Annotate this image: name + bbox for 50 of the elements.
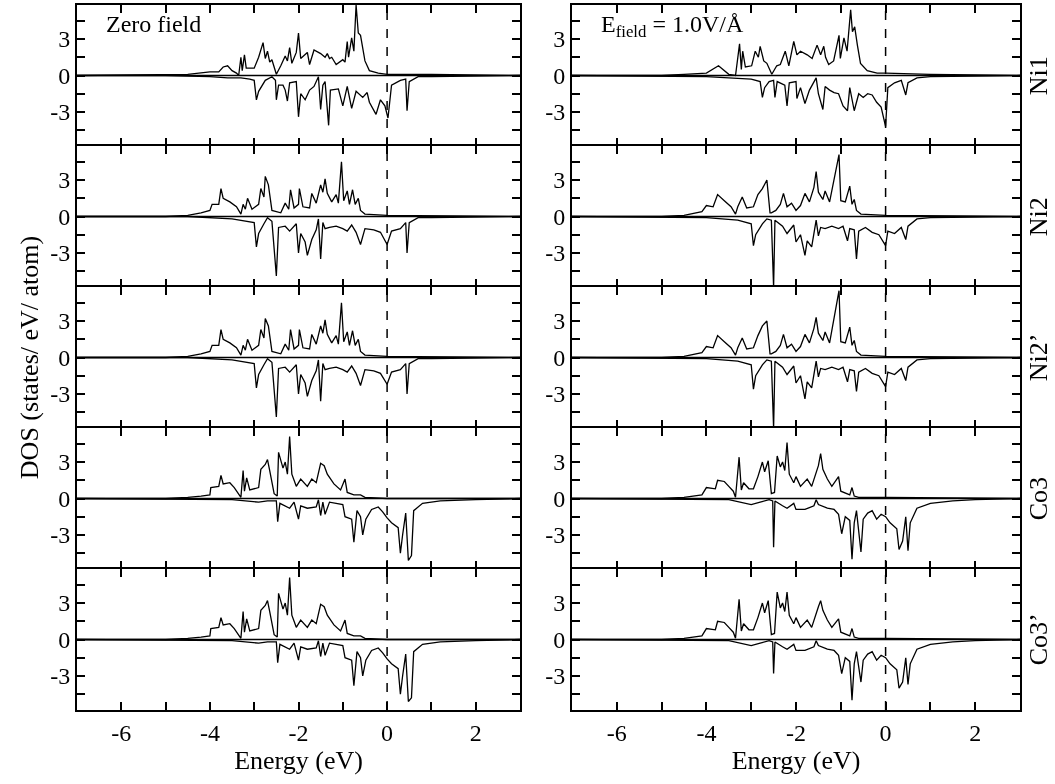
x-tick-label: -2 [288,719,309,746]
x-tick-label: 2 [969,719,982,746]
x-tick-label: -6 [111,719,132,746]
y-tick-label: -3 [545,99,566,126]
y-tick-label: 3 [553,308,566,335]
y-tick-label: 0 [553,344,566,371]
x-axis-title: Energy (eV) [731,745,861,775]
y-tick-label: 3 [58,449,71,476]
chart-title: Zero field [106,11,202,37]
y-tick-label: 3 [553,26,566,53]
text: Co3’ [1024,613,1054,666]
y-tick-label: 0 [553,626,566,653]
y-tick-label: -3 [50,663,71,690]
text: Co3 [1024,476,1054,521]
y-tick-label: 3 [553,449,566,476]
x-tick-label: 0 [381,719,394,746]
y-tick-label: 3 [553,167,566,194]
y-tick-label: 0 [58,626,71,653]
y-tick-label: 0 [58,62,71,89]
y-tick-label: -3 [50,381,71,408]
y-tick-label: -3 [545,381,566,408]
x-tick-label: 0 [879,719,892,746]
y-tick-label: -3 [545,240,566,267]
y-tick-label: 0 [58,203,71,230]
y-tick-label: 0 [58,344,71,371]
x-tick-label: -4 [696,719,717,746]
y-tick-label: 3 [58,590,71,617]
text: Ni1 [1024,56,1054,96]
y-tick-label: 0 [553,203,566,230]
y-tick-label: 3 [58,167,71,194]
y-tick-label: 0 [553,485,566,512]
x-tick-label: -6 [606,719,627,746]
y-axis-title: DOS (states/ eV/ atom) [15,235,45,480]
text: Ni2 [1024,197,1054,237]
y-tick-label: -3 [50,99,71,126]
y-tick-label: 3 [553,590,566,617]
x-tick-label: 2 [469,719,482,746]
y-tick-label: 0 [553,62,566,89]
text: Ni2’ [1024,333,1054,382]
x-axis-title: Energy (eV) [234,745,363,775]
y-tick-label: 0 [58,485,71,512]
y-tick-label: 3 [58,308,71,335]
y-tick-label: -3 [50,240,71,267]
y-tick-label: -3 [545,522,566,549]
y-tick-label: -3 [545,663,566,690]
y-tick-label: 3 [58,26,71,53]
x-tick-label: -4 [199,719,220,746]
y-tick-label: -3 [50,522,71,549]
x-tick-label: -2 [786,719,806,746]
chart-title: E$_{field}$ = 1.0V/Å [601,11,744,42]
